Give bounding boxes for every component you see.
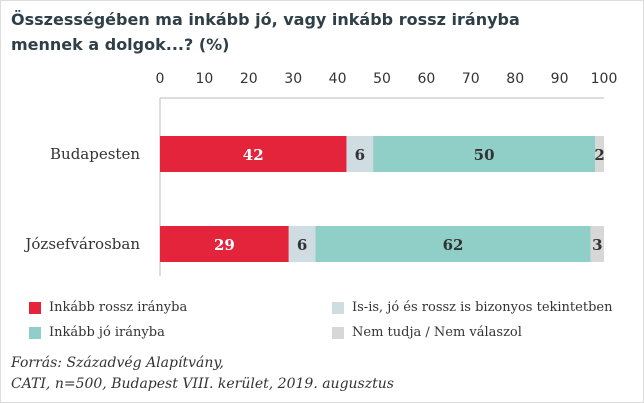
x-tick-label: 100 bbox=[591, 71, 618, 87]
legend-swatch-jo bbox=[29, 326, 41, 339]
source-line-2: CATI, n=500, Budapest VIII. kerület, 201… bbox=[11, 376, 394, 392]
bar-segment bbox=[160, 226, 289, 262]
title-line-2: mennek a dolgok...? (%) bbox=[11, 35, 230, 54]
data-label: 62 bbox=[443, 236, 464, 254]
legend-label-jo: Inkább jó irányba bbox=[49, 325, 165, 340]
bar-segment bbox=[288, 226, 316, 262]
bar-segment bbox=[373, 136, 596, 172]
title-line-1: Összességében ma inkább jó, vagy inkább … bbox=[11, 10, 520, 29]
data-label: 6 bbox=[355, 146, 365, 164]
data-label: 2 bbox=[594, 146, 604, 164]
legend-swatch-nem-tudja bbox=[332, 326, 344, 339]
bar-segment bbox=[315, 226, 591, 262]
x-tick-label: 50 bbox=[373, 71, 391, 87]
legend-item-rossz: Inkább rossz irányba bbox=[29, 300, 187, 315]
x-tick-label: 90 bbox=[551, 71, 569, 87]
category-label: Budapesten bbox=[50, 145, 140, 163]
bar-segment bbox=[346, 136, 374, 172]
bar-segment bbox=[160, 136, 347, 172]
legend-label-nem-tudja: Nem tudja / Nem válaszol bbox=[352, 325, 522, 340]
data-label: 6 bbox=[297, 236, 307, 254]
data-label: 50 bbox=[474, 146, 495, 164]
legend-swatch-rossz bbox=[29, 301, 41, 314]
chart-title: Összességében ma inkább jó, vagy inkább … bbox=[11, 7, 631, 57]
x-tick-label: 0 bbox=[156, 71, 165, 87]
data-label: 3 bbox=[592, 236, 602, 254]
x-tick-label: 60 bbox=[417, 71, 435, 87]
bar-segment bbox=[590, 226, 604, 262]
x-tick-label: 20 bbox=[240, 71, 258, 87]
x-tick-label: 70 bbox=[462, 71, 480, 87]
x-tick-label: 30 bbox=[284, 71, 302, 87]
bar-segment bbox=[595, 136, 604, 172]
data-label: 42 bbox=[243, 146, 264, 164]
data-label: 29 bbox=[214, 236, 235, 254]
legend-swatch-is-is bbox=[332, 301, 344, 314]
legend-label-rossz: Inkább rossz irányba bbox=[49, 300, 188, 315]
category-label: Józsefvárosban bbox=[23, 235, 140, 253]
legend-item-nem-tudja: Nem tudja / Nem válaszol bbox=[332, 325, 522, 340]
legend-label-is-is: Is-is, jó és rossz is bizonyos tekintetb… bbox=[352, 300, 613, 315]
x-tick-label: 10 bbox=[195, 71, 213, 87]
x-tick-label: 40 bbox=[329, 71, 347, 87]
legend-item-jo: Inkább jó irányba bbox=[29, 325, 165, 340]
x-tick-label: 80 bbox=[506, 71, 524, 87]
source-note: Forrás: Századvég Alapítvány, CATI, n=50… bbox=[11, 353, 394, 395]
stacked-bar-chart: 0 10 20 30 40 50 60 70 80 90 100 Budapesten 42 6 50 2 Jó… bbox=[23, 71, 618, 276]
source-line-1: Forrás: Századvég Alapítvány, bbox=[11, 355, 224, 371]
legend-item-is-is: Is-is, jó és rossz is bizonyos tekintetb… bbox=[332, 300, 612, 315]
